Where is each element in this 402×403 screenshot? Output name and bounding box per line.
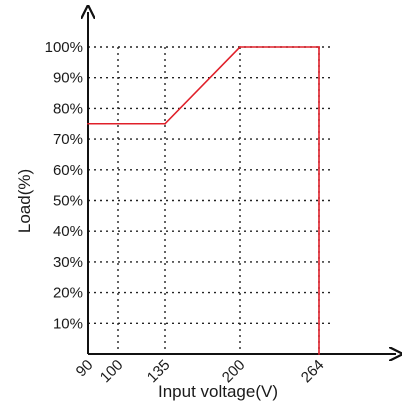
y-tick-label-50: 50%: [53, 193, 83, 210]
y-tick-label-60: 60%: [53, 162, 83, 179]
x-tick-label-264: 264: [298, 357, 328, 387]
axes: [88, 12, 396, 354]
x-axis-label: Input voltage(V): [158, 382, 278, 401]
y-tick-label-20: 20%: [53, 285, 83, 302]
x-tick-label-90: 90: [73, 357, 97, 381]
y-tick-label-80: 80%: [53, 100, 83, 117]
y-tick-label-30: 30%: [53, 254, 83, 271]
x-tick-label-100: 100: [97, 357, 127, 387]
y-tick-label-90: 90%: [53, 70, 83, 87]
y-axis-label: Load(%): [15, 169, 34, 233]
y-tick-label-10: 10%: [53, 315, 83, 332]
grid-lines: [88, 46, 330, 354]
y-tick-label-40: 40%: [53, 223, 83, 240]
y-tick-labels: 10% 20% 30% 40% 50% 60% 70% 80% 90% 100%: [45, 39, 83, 332]
y-tick-label-70: 70%: [53, 131, 83, 148]
series-0-segment-1: [163, 45, 242, 125]
y-tick-label-100: 100%: [45, 39, 83, 56]
series-group: [87, 45, 320, 355]
